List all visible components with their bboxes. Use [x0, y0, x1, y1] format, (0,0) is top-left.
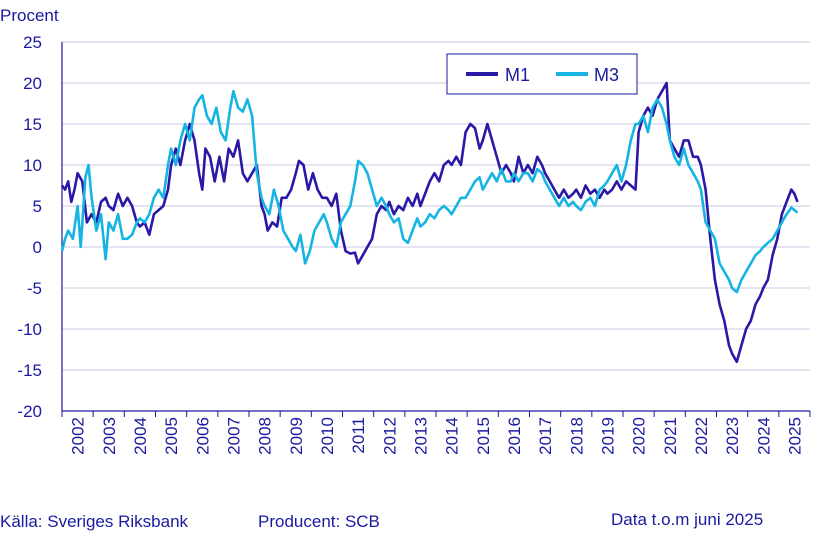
- x-tick-label: 2014: [443, 417, 462, 455]
- y-tick-label: 20: [23, 74, 42, 93]
- gridlines: [62, 41, 810, 412]
- legend: M1 M3: [446, 53, 638, 95]
- x-tick-label: 2012: [380, 417, 399, 455]
- y-tick-label: 10: [23, 156, 42, 175]
- x-tick-label: 2023: [723, 417, 742, 455]
- y-tick-label: -15: [17, 361, 42, 380]
- x-tick-label: 2018: [567, 417, 586, 455]
- x-tick-label: 2008: [256, 417, 275, 455]
- x-tick-label: 2009: [287, 417, 306, 455]
- x-tick-label: 2006: [193, 417, 212, 455]
- producer-note: Producent: SCB: [258, 512, 380, 531]
- y-tick-label: -20: [17, 402, 42, 421]
- x-tick-label: 2003: [100, 417, 119, 455]
- source-note: Källa: Sveriges Riksbank: [0, 512, 189, 531]
- y-tick-label: -5: [27, 279, 42, 298]
- series-line-m1: [60, 81, 799, 364]
- x-tick-label: 2015: [474, 417, 493, 455]
- x-tick-label: 2007: [224, 417, 243, 455]
- x-tick-label: 2016: [505, 417, 524, 455]
- y-tick-label: 15: [23, 115, 42, 134]
- x-tick-label: 2025: [785, 417, 804, 455]
- y-tick-label: 0: [33, 238, 42, 257]
- x-tick-label: 2020: [630, 417, 649, 455]
- y-tick-labels: 25 20 15 10 5 0 -5 -10 -15 -20: [17, 33, 42, 421]
- data-through-note: Data t.o.m juni 2025: [611, 510, 764, 529]
- y-tick-label: 5: [33, 197, 42, 216]
- x-tick-label: 2024: [754, 417, 773, 455]
- x-axis: 2002 2003 2004 2005 2006 2007 2008 2009 2010 2011…: [61, 42, 811, 455]
- x-tick-label: 2022: [692, 417, 711, 455]
- y-tick-label: -10: [17, 320, 42, 339]
- x-tick-label: 2010: [318, 417, 337, 455]
- series-line-m3: [60, 89, 799, 294]
- x-tick-label: 2017: [536, 417, 555, 455]
- legend-label-m1: M1: [505, 65, 530, 85]
- x-tick-label: 2002: [69, 417, 88, 455]
- x-tick-label: 2011: [349, 417, 368, 454]
- y-tick-label: 25: [23, 33, 42, 52]
- legend-label-m3: M3: [594, 65, 619, 85]
- series-lines: [60, 81, 799, 364]
- x-tick-label: 2021: [661, 417, 680, 455]
- y-axis-label: Procent: [0, 6, 59, 25]
- x-tick-label: 2004: [131, 417, 150, 455]
- x-tick-label: 2019: [598, 417, 617, 455]
- x-tick-label: 2013: [411, 417, 430, 455]
- x-tick-label: 2005: [162, 417, 181, 455]
